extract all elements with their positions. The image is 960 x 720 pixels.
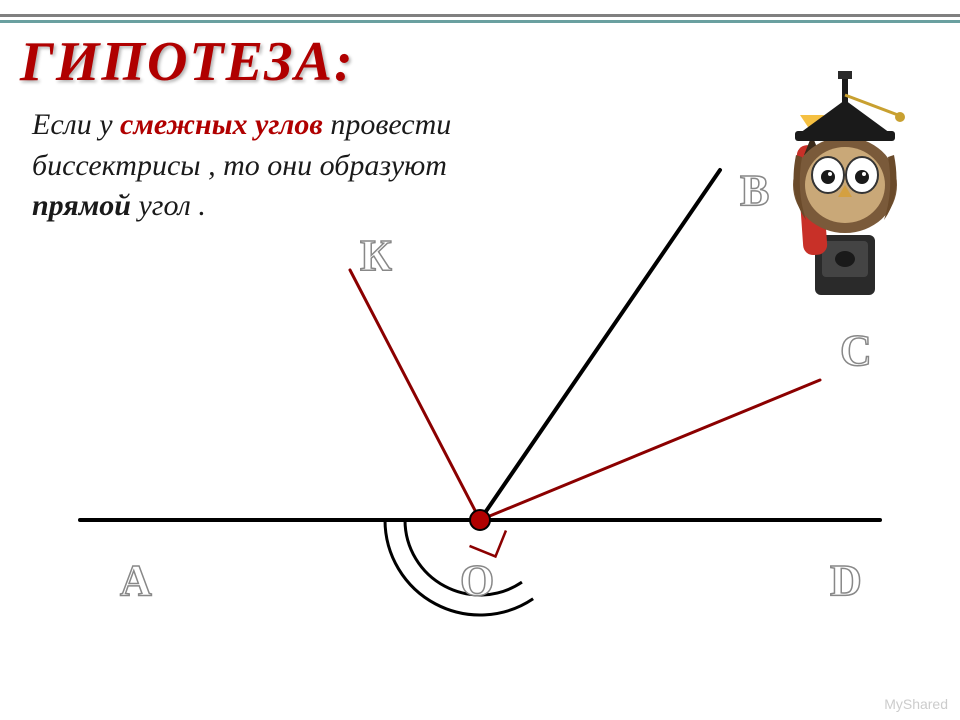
owl-mascot-icon [760, 55, 930, 305]
label-O: О [460, 555, 494, 606]
label-K: К [360, 230, 392, 281]
watermark: MyShared [884, 696, 948, 712]
label-C: С [840, 325, 872, 376]
label-A: А [120, 555, 152, 606]
label-D: D [830, 555, 862, 606]
